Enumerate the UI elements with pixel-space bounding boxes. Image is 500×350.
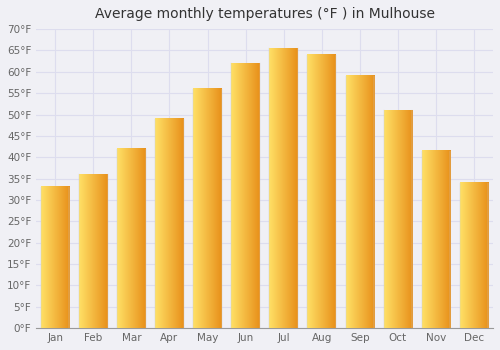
Title: Average monthly temperatures (°F ) in Mulhouse: Average monthly temperatures (°F ) in Mu… xyxy=(94,7,434,21)
